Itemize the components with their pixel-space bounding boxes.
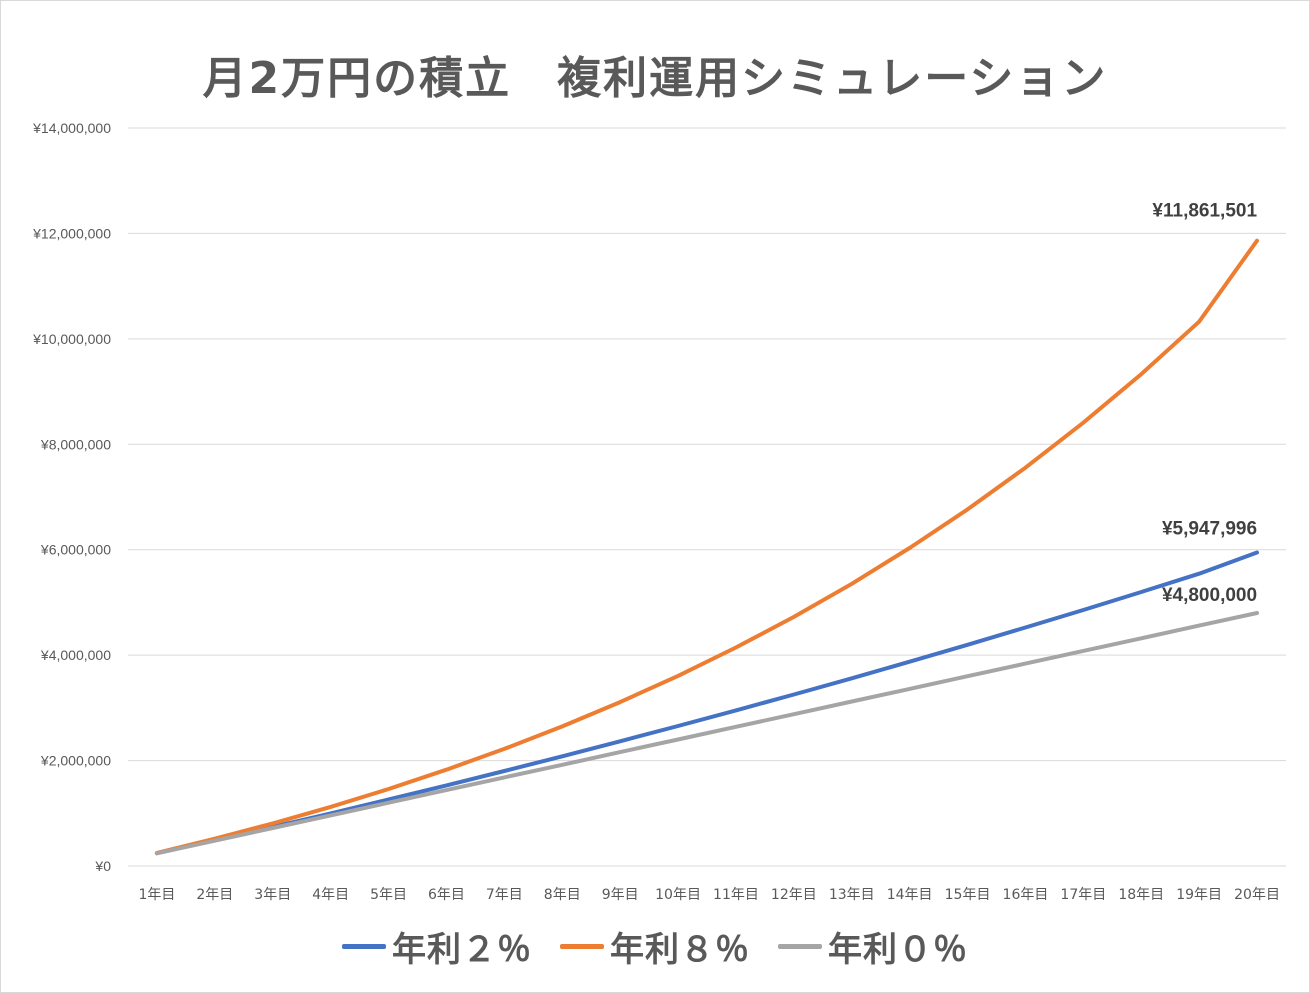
y-tick-label: ¥4,000,000 bbox=[40, 647, 111, 663]
chart-title: 月2万円の積立 複利運用シミュレーション bbox=[202, 53, 1108, 104]
x-tick-label: 1年目 bbox=[138, 887, 175, 903]
data-labels: ¥5,947,996 ¥11,861,501 ¥4,800,000 bbox=[1152, 201, 1257, 606]
data-label: ¥5,947,996 bbox=[1162, 518, 1257, 539]
y-tick-label: ¥2,000,000 bbox=[40, 753, 111, 769]
data-label: ¥4,800,000 bbox=[1162, 585, 1257, 606]
legend-label: 年利８％ bbox=[610, 930, 750, 970]
x-tick-label: 18年目 bbox=[1118, 887, 1164, 903]
x-tick-label: 8年目 bbox=[544, 887, 581, 903]
series-line bbox=[154, 550, 1259, 856]
x-tick-label: 19年目 bbox=[1176, 887, 1222, 903]
y-tick-label: ¥10,000,000 bbox=[32, 331, 111, 347]
y-tick-label: ¥0 bbox=[94, 858, 111, 874]
series-lines bbox=[154, 238, 1259, 856]
x-tick-label: 3年目 bbox=[254, 887, 291, 903]
legend-swatch bbox=[778, 944, 822, 949]
x-tick-label: 15年目 bbox=[945, 887, 991, 903]
x-tick-label: 10年目 bbox=[655, 887, 701, 903]
x-tick-label: 6年目 bbox=[428, 887, 465, 903]
y-tick-label: ¥8,000,000 bbox=[40, 436, 111, 452]
x-axis-ticks: 1年目 2年目 3年目 4年目 5年目 6年目 7年目 8年目 9年目 10年目 11年目 12年目 1… bbox=[138, 887, 1279, 903]
data-label: ¥11,861,501 bbox=[1152, 201, 1257, 222]
x-tick-label: 2年目 bbox=[196, 887, 233, 903]
legend: 年利２％ 年利８％ 年利０％ bbox=[0, 922, 1310, 971]
legend-label: 年利０％ bbox=[828, 930, 968, 970]
x-tick-label: 4年目 bbox=[312, 887, 349, 903]
x-tick-label: 20年目 bbox=[1234, 887, 1280, 903]
legend-swatch bbox=[560, 944, 604, 949]
legend-item: 年利０％ bbox=[778, 922, 968, 971]
series-line bbox=[154, 238, 1259, 855]
legend-swatch bbox=[342, 944, 386, 949]
gridlines bbox=[128, 127, 1286, 867]
y-tick-label: ¥14,000,000 bbox=[32, 120, 111, 136]
x-tick-label: 11年目 bbox=[713, 887, 759, 903]
x-tick-label: 5年目 bbox=[370, 887, 407, 903]
x-tick-label: 17年目 bbox=[1060, 887, 1106, 903]
legend-label: 年利２％ bbox=[392, 930, 532, 970]
x-tick-label: 16年目 bbox=[1003, 887, 1049, 903]
x-tick-label: 12年目 bbox=[771, 887, 817, 903]
y-axis-ticks: ¥0 ¥2,000,000 ¥4,000,000 ¥6,000,000 ¥8,000,0… bbox=[32, 120, 111, 874]
x-tick-label: 14年目 bbox=[887, 887, 933, 903]
x-tick-label: 7年目 bbox=[486, 887, 523, 903]
y-tick-label: ¥12,000,000 bbox=[32, 225, 111, 241]
legend-item: 年利８％ bbox=[560, 922, 750, 971]
x-tick-label: 9年目 bbox=[602, 887, 639, 903]
y-tick-label: ¥6,000,000 bbox=[40, 542, 111, 558]
legend-item: 年利２％ bbox=[342, 922, 532, 971]
series-line bbox=[154, 611, 1259, 856]
x-tick-label: 13年目 bbox=[829, 887, 875, 903]
